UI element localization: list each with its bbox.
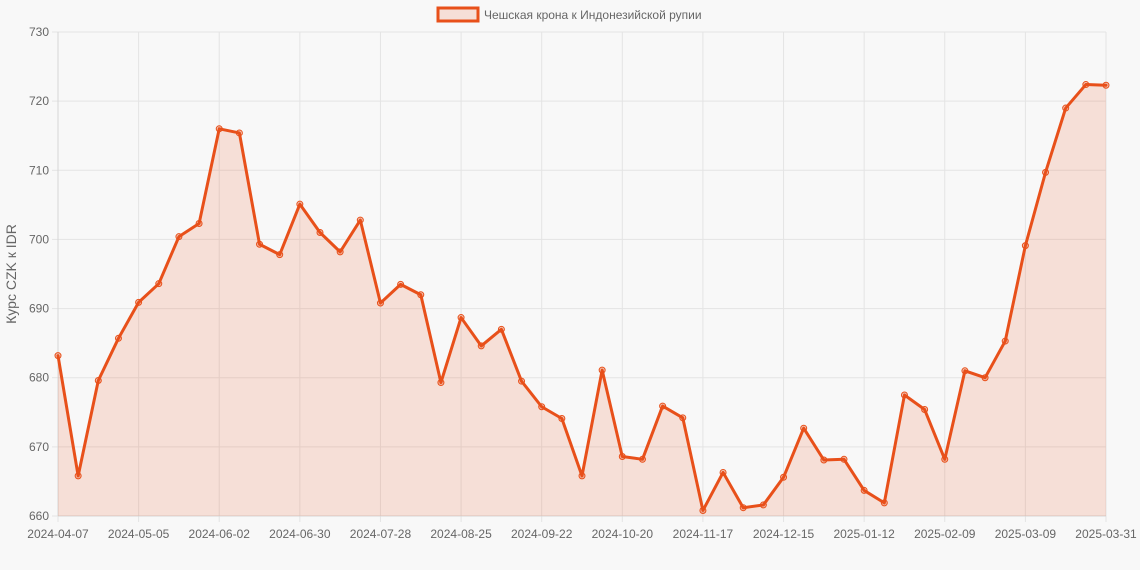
y-tick-label: 720 — [29, 94, 49, 108]
data-point — [74, 472, 82, 480]
data-point — [195, 220, 203, 228]
x-tick-label: 2024-09-22 — [511, 527, 573, 541]
data-point — [1021, 242, 1029, 250]
x-tick-label: 2024-06-02 — [189, 527, 251, 541]
y-tick-label: 730 — [29, 25, 49, 39]
x-tick-label: 2024-12-15 — [753, 527, 815, 541]
data-point — [800, 424, 808, 432]
data-point — [437, 379, 445, 387]
data-point — [135, 298, 143, 306]
data-point — [276, 251, 284, 259]
data-point — [256, 240, 264, 248]
x-tick-label: 2025-03-09 — [995, 527, 1057, 541]
data-point — [417, 291, 425, 299]
y-tick-label: 680 — [29, 371, 49, 385]
data-point — [820, 456, 828, 464]
y-axis-title: Курс CZK к IDR — [3, 224, 19, 324]
data-point — [1001, 337, 1009, 345]
series-area-fill — [58, 84, 1106, 516]
data-point — [175, 233, 183, 241]
series-line — [56, 83, 1108, 512]
data-point — [1062, 104, 1070, 112]
data-point — [215, 125, 223, 133]
data-point — [397, 280, 405, 288]
data-points — [54, 81, 1110, 514]
y-tick-label: 670 — [29, 440, 49, 454]
legend: Чешская крона к Индонезийской рупии — [436, 6, 702, 23]
data-point — [1042, 168, 1050, 176]
data-point — [155, 280, 163, 288]
gridlines: 660 670 680 690 700 710 720 730 2024-04-07 2024-0… — [27, 25, 1137, 541]
x-tick-label: 2024-04-07 — [27, 527, 89, 541]
data-point — [336, 248, 344, 256]
data-point — [961, 367, 969, 375]
data-point — [739, 504, 747, 512]
data-point — [114, 334, 122, 342]
data-point — [578, 472, 586, 480]
data-point — [356, 216, 364, 224]
x-tick-label: 2025-01-12 — [833, 527, 895, 541]
legend-swatch — [436, 6, 480, 23]
data-point — [981, 374, 989, 382]
data-point — [840, 455, 848, 463]
y-tick-label: 700 — [29, 232, 49, 246]
data-point — [316, 229, 324, 237]
legend-label: Чешская крона к Индонезийской рупии — [484, 8, 702, 22]
data-point — [860, 486, 868, 494]
data-point — [598, 366, 606, 374]
data-point — [94, 376, 102, 384]
data-point — [880, 499, 888, 507]
data-point — [558, 415, 566, 423]
data-point — [699, 506, 707, 514]
data-point — [518, 377, 526, 385]
data-point — [1082, 81, 1090, 89]
data-point — [679, 414, 687, 422]
x-tick-label: 2024-07-28 — [350, 527, 412, 541]
data-point — [376, 299, 384, 307]
x-tick-label: 2025-03-31 — [1075, 527, 1137, 541]
data-point — [538, 403, 546, 411]
data-point — [477, 342, 485, 350]
y-tick-label: 660 — [29, 509, 49, 523]
data-point — [54, 352, 62, 360]
data-point — [1102, 81, 1110, 89]
data-point — [719, 468, 727, 476]
y-tick-label: 710 — [29, 163, 49, 177]
data-point — [759, 501, 767, 509]
data-point — [296, 200, 304, 208]
x-tick-label: 2024-08-25 — [430, 527, 492, 541]
x-tick-label: 2025-02-09 — [914, 527, 976, 541]
x-tick-label: 2024-05-05 — [108, 527, 170, 541]
data-point — [941, 455, 949, 463]
y-tick-label: 690 — [29, 302, 49, 316]
data-point — [618, 453, 626, 461]
data-point — [497, 325, 505, 333]
x-tick-label: 2024-10-20 — [592, 527, 654, 541]
data-point — [900, 391, 908, 399]
data-point — [235, 129, 243, 137]
data-point — [921, 406, 929, 414]
data-point — [638, 455, 646, 463]
data-point — [457, 314, 465, 322]
x-tick-label: 2024-06-30 — [269, 527, 331, 541]
x-tick-label: 2024-11-17 — [673, 527, 734, 541]
data-point — [659, 402, 667, 410]
data-point — [780, 473, 788, 481]
